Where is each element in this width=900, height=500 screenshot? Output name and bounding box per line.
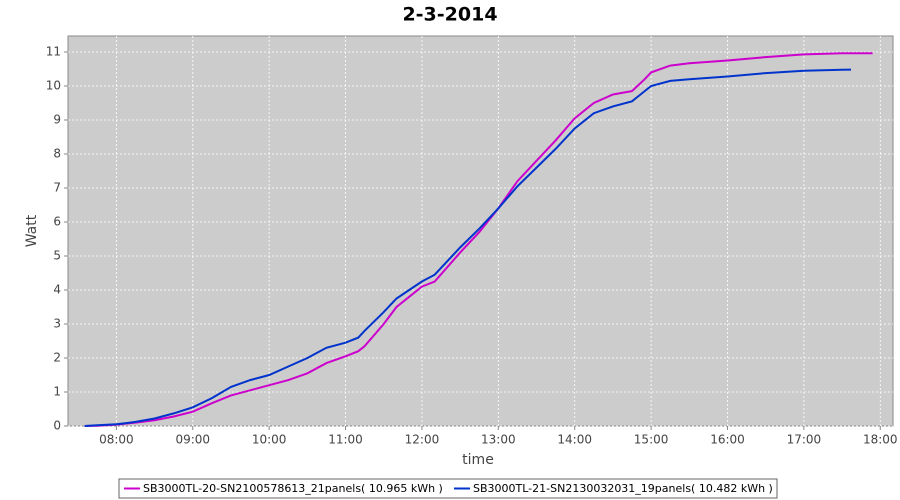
x-tick-label: 09:00 xyxy=(175,433,210,447)
x-tick-label: 16:00 xyxy=(710,433,745,447)
y-axis-label: Watt xyxy=(24,214,40,247)
y-tick-label: 6 xyxy=(53,214,61,228)
chart-title: 2-3-2014 xyxy=(402,4,497,26)
y-tick-label: 0 xyxy=(53,419,61,433)
legend-box xyxy=(118,478,778,499)
x-tick-label: 15:00 xyxy=(634,433,669,447)
y-tick-label: 2 xyxy=(53,350,61,364)
x-tick-label: 13:00 xyxy=(481,433,516,447)
legend-label: SB3000TL-20-SN2100578613_21panels( 10.96… xyxy=(143,482,443,495)
legend-label: SB3000TL-21-SN2130032031_19panels( 10.48… xyxy=(473,482,773,495)
x-tick-label: 08:00 xyxy=(99,433,134,447)
series-line xyxy=(84,52,873,427)
y-tick-label: 3 xyxy=(53,316,61,330)
x-tick-label: 10:00 xyxy=(252,433,287,447)
x-tick-label: 12:00 xyxy=(405,433,440,447)
y-tick-label: 1 xyxy=(53,384,61,398)
x-tick-label: 11:00 xyxy=(328,433,363,447)
y-tick-label: 8 xyxy=(53,146,61,160)
x-axis-label: time xyxy=(462,452,494,468)
y-tick-label: 11 xyxy=(46,44,61,58)
x-tick-label: 14:00 xyxy=(557,433,592,447)
y-tick-label: 4 xyxy=(53,282,61,296)
series-line xyxy=(84,68,852,427)
y-tick-label: 5 xyxy=(53,248,61,262)
x-tick-label: 18:00 xyxy=(863,433,898,447)
y-tick-label: 10 xyxy=(46,78,61,92)
y-tick-label: 9 xyxy=(53,112,61,126)
x-tick-label: 17:00 xyxy=(787,433,822,447)
y-tick-label: 7 xyxy=(53,180,61,194)
